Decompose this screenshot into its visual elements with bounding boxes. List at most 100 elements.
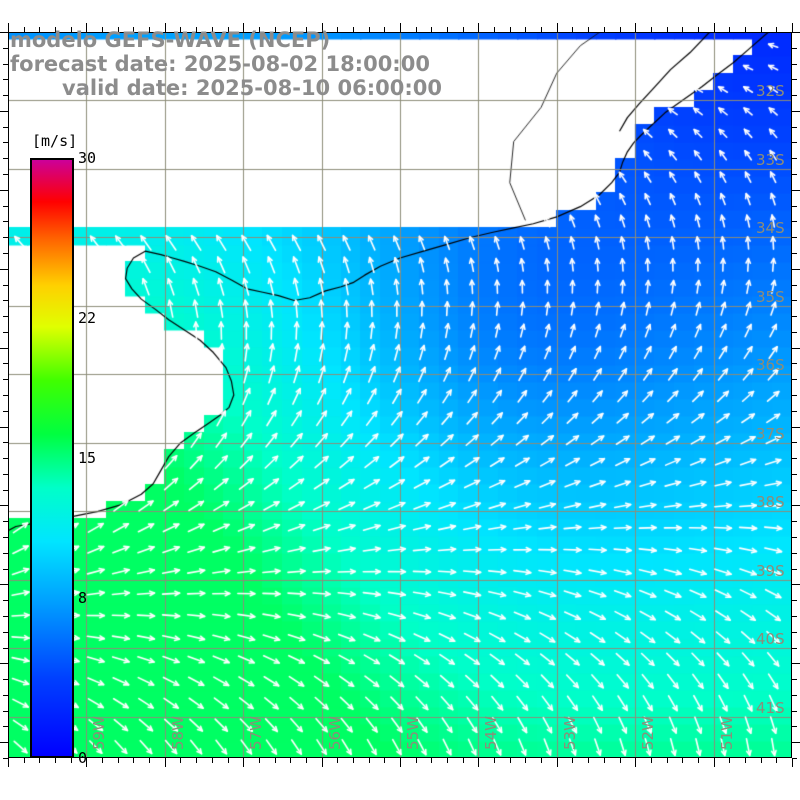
axis-tick <box>744 758 746 764</box>
axis-tick <box>258 758 260 764</box>
axis-tick <box>2 284 8 286</box>
axis-tick <box>792 79 798 81</box>
axis-tick <box>196 758 198 764</box>
axis-tick <box>792 537 798 539</box>
axis-tick <box>39 758 41 764</box>
colorbar-gradient <box>30 158 74 758</box>
axis-tick <box>2 647 8 649</box>
axis-tick <box>666 758 668 764</box>
axis-tick <box>682 758 684 764</box>
axis-tick <box>133 26 135 32</box>
axis-tick <box>792 347 800 349</box>
axis-tick <box>211 758 213 764</box>
axis-tick <box>776 758 778 764</box>
axis-tick <box>792 758 798 759</box>
frame-right <box>791 32 792 758</box>
axis-tick <box>792 158 798 160</box>
frame-top <box>8 32 792 33</box>
axis-tick <box>635 23 637 32</box>
lon-label-57W: 57W <box>247 716 266 750</box>
axis-tick <box>478 758 480 767</box>
axis-tick <box>2 600 8 602</box>
axis-tick <box>70 26 72 32</box>
axis-tick <box>792 663 800 665</box>
axis-tick <box>792 710 798 712</box>
axis-tick <box>760 26 762 32</box>
axis-tick <box>86 758 88 767</box>
axis-tick <box>509 26 511 32</box>
map-plot-area <box>8 32 792 758</box>
axis-tick <box>792 694 798 696</box>
axis-tick <box>792 726 798 728</box>
axis-tick <box>792 442 798 444</box>
axis-tick <box>744 26 746 32</box>
colorbar-tick-8: 8 <box>78 589 88 607</box>
axis-tick <box>117 26 119 32</box>
axis-tick <box>760 758 762 764</box>
axis-tick <box>102 26 104 32</box>
axis-tick <box>603 26 605 32</box>
colorbar-units-label: [m/s] <box>32 132 78 150</box>
axis-tick <box>2 521 8 523</box>
axis-tick <box>792 395 798 396</box>
axis-tick <box>792 126 798 128</box>
lon-label-56W: 56W <box>325 716 344 750</box>
axis-tick <box>525 758 527 764</box>
axis-tick <box>603 758 605 764</box>
axis-tick <box>23 758 25 764</box>
lon-label-53W: 53W <box>560 716 579 750</box>
axis-tick <box>227 758 229 764</box>
right-axis-ticks <box>792 32 800 759</box>
axis-tick <box>792 268 800 270</box>
axis-tick <box>792 615 798 617</box>
axis-tick <box>2 142 8 144</box>
axis-tick <box>2 237 8 239</box>
axis-tick <box>462 26 464 32</box>
axis-tick <box>368 26 370 32</box>
axis-tick <box>321 23 323 32</box>
axis-tick <box>792 63 798 65</box>
lon-label-52W: 52W <box>639 716 658 750</box>
axis-tick <box>0 584 8 586</box>
axis-tick <box>2 95 8 97</box>
axis-tick <box>650 26 652 32</box>
axis-tick <box>2 174 8 176</box>
axis-tick <box>149 758 151 764</box>
lon-label-54W: 54W <box>482 716 501 750</box>
axis-tick <box>447 26 449 32</box>
axis-tick <box>2 331 8 333</box>
axis-tick <box>8 23 9 32</box>
axis-tick <box>274 758 276 764</box>
axis-tick <box>0 347 8 349</box>
axis-tick <box>149 26 151 32</box>
axis-tick <box>2 379 8 381</box>
axis-tick <box>792 331 798 333</box>
axis-tick <box>0 32 8 33</box>
axis-tick <box>337 26 339 32</box>
axis-tick <box>431 758 433 764</box>
axis-tick <box>792 47 798 49</box>
axis-tick <box>447 758 449 764</box>
axis-tick <box>243 758 245 767</box>
axis-tick <box>274 26 276 32</box>
axis-tick <box>697 26 699 32</box>
axis-tick <box>117 758 119 764</box>
axis-tick <box>792 95 798 97</box>
axis-tick <box>0 268 8 270</box>
top-axis-ticks <box>8 23 793 32</box>
axis-tick <box>666 26 668 32</box>
lat-label-38S: 38S <box>756 493 785 512</box>
axis-tick <box>2 631 8 633</box>
axis-tick <box>792 174 798 176</box>
axis-tick <box>400 23 401 32</box>
lat-label-37S: 37S <box>756 424 785 443</box>
axis-tick <box>415 26 417 32</box>
axis-tick <box>2 679 8 681</box>
axis-tick <box>588 26 590 32</box>
axis-tick <box>776 26 778 32</box>
axis-tick <box>792 316 798 318</box>
axis-tick <box>682 26 684 32</box>
axis-tick <box>2 552 8 554</box>
axis-tick <box>0 505 8 507</box>
axis-tick <box>792 300 798 302</box>
